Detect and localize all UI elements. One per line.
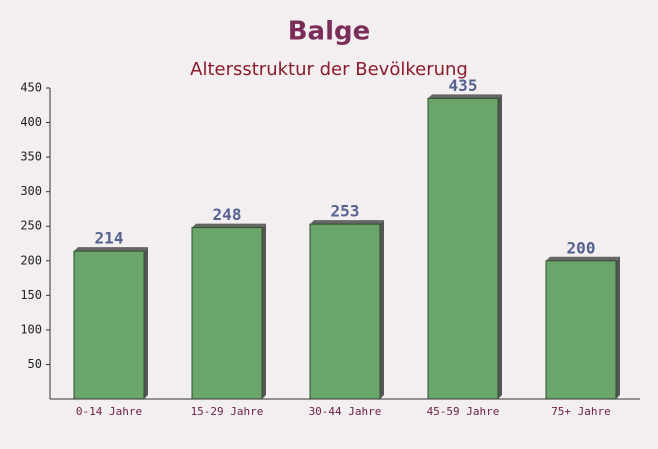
- x-tick-label: 0-14 Jahre: [76, 405, 142, 418]
- bar-shadow: [616, 256, 620, 399]
- x-tick-label: 45-59 Jahre: [427, 405, 500, 418]
- y-tick-label: 150: [20, 288, 42, 302]
- value-label: 253: [331, 202, 360, 221]
- value-label: 248: [213, 205, 242, 224]
- bar-shadow: [74, 247, 148, 252]
- bar-shadow: [380, 220, 384, 399]
- y-tick-label: 200: [20, 253, 42, 267]
- y-tick-label: 300: [20, 184, 42, 198]
- x-tick-label: 30-44 Jahre: [309, 405, 382, 418]
- value-label: 200: [567, 238, 596, 257]
- value-label: 435: [449, 76, 478, 95]
- y-tick-label: 50: [28, 357, 42, 371]
- bar-shadow: [310, 220, 384, 225]
- chart-subtitle: Altersstruktur der Bevölkerung: [190, 59, 468, 80]
- y-tick-label: 400: [20, 115, 42, 129]
- bar: [73, 250, 145, 400]
- bar-shadow: [428, 94, 502, 99]
- bar: [309, 223, 381, 400]
- bar: [427, 97, 499, 400]
- y-tick-label: 450: [20, 81, 42, 95]
- x-tick-label: 75+ Jahre: [551, 405, 611, 418]
- y-tick-label: 100: [20, 322, 42, 336]
- bar-shadow: [144, 247, 148, 399]
- bar-shadow: [262, 223, 266, 399]
- y-tick-label: 350: [20, 150, 42, 164]
- chart-title: Balge: [288, 17, 371, 47]
- bar-shadow: [498, 94, 502, 399]
- value-label: 214: [95, 229, 124, 248]
- bar: [191, 227, 263, 400]
- y-tick-label: 250: [20, 219, 42, 233]
- bar-shadow: [192, 223, 266, 228]
- bar: [545, 260, 617, 400]
- bar-shadow: [546, 256, 620, 261]
- x-tick-label: 15-29 Jahre: [191, 405, 264, 418]
